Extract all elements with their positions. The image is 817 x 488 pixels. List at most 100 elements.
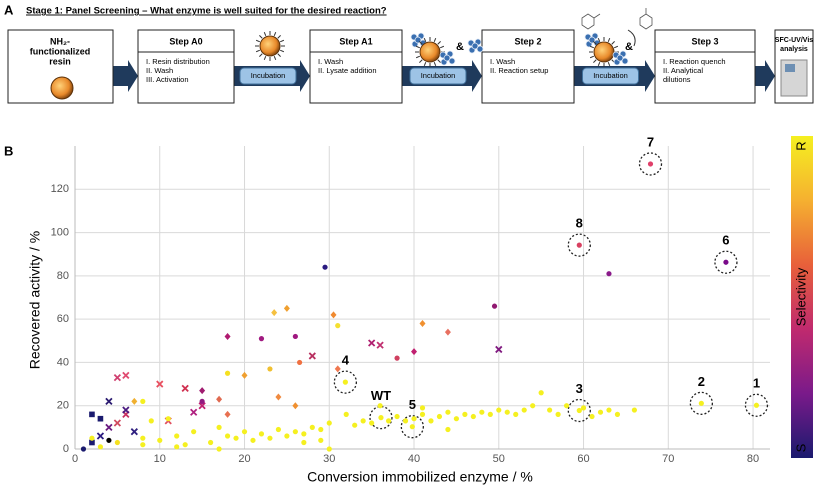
- point: [378, 415, 384, 421]
- point: [106, 437, 112, 443]
- point: [322, 264, 328, 270]
- resin-icon: [593, 41, 615, 63]
- ampersand: &: [456, 41, 464, 53]
- point: [411, 416, 417, 422]
- spike: [415, 45, 421, 49]
- point: [191, 429, 197, 435]
- point: [301, 439, 307, 446]
- spike: [273, 31, 277, 37]
- stage-title: Stage 1: Panel Screening – What enzyme i…: [26, 6, 387, 17]
- point: [335, 323, 341, 329]
- spike: [277, 35, 281, 39]
- colorbar: [791, 136, 813, 458]
- point: [208, 439, 214, 446]
- point: [576, 407, 582, 414]
- point: [250, 437, 256, 443]
- point: [297, 359, 303, 366]
- spike: [433, 37, 437, 43]
- point: [224, 370, 231, 376]
- step-box: [137, 29, 235, 104]
- point: [419, 319, 426, 327]
- point: [97, 415, 104, 422]
- colorbar-label: Selectivity: [793, 267, 808, 326]
- point: [394, 413, 400, 420]
- spike: [613, 45, 619, 49]
- point: [80, 446, 87, 452]
- colorbar-bottom: S: [793, 443, 808, 452]
- point: [156, 380, 164, 388]
- point: [292, 333, 298, 340]
- step-title: Step 2: [514, 36, 541, 46]
- point: [292, 402, 299, 410]
- point: [563, 403, 570, 409]
- point: [631, 407, 637, 413]
- point-label: 6: [722, 233, 729, 248]
- point: [165, 416, 171, 422]
- point: [326, 420, 332, 426]
- point: [504, 409, 510, 415]
- step-item: II. Reaction setup: [490, 66, 548, 75]
- point: [292, 429, 298, 435]
- point: [241, 429, 248, 435]
- point: [308, 352, 316, 360]
- point: [131, 397, 138, 405]
- point: [597, 409, 604, 415]
- x-tick-label: 50: [493, 453, 505, 465]
- y-tick-label: 40: [57, 356, 69, 368]
- step-item: I. Wash: [318, 57, 343, 66]
- point: [258, 431, 265, 437]
- spike: [433, 61, 437, 67]
- point-label: 2: [698, 374, 705, 389]
- spike: [597, 37, 601, 43]
- resin-icon: [419, 41, 441, 63]
- point: [122, 406, 130, 414]
- point: [436, 413, 443, 420]
- scatter-plot: 0 20 40 60 80 100 120 0 10 20 30 40 50 60 70 80 Conversi…: [27, 134, 813, 485]
- x-tick-label: 20: [238, 453, 250, 465]
- point: [140, 435, 146, 441]
- point: [190, 408, 198, 416]
- instrument-screen: [785, 64, 795, 72]
- point: [105, 397, 113, 406]
- spike: [593, 41, 597, 45]
- enzyme-icon: [616, 54, 624, 62]
- point: [411, 348, 418, 356]
- point: [698, 400, 704, 406]
- highlight-ring: [369, 405, 393, 430]
- panel-label: A: [4, 2, 14, 17]
- incubation-pill: [582, 67, 639, 85]
- point: [182, 442, 188, 448]
- x-tick-label: 0: [72, 453, 78, 465]
- enzyme-icon: [443, 54, 451, 62]
- spike: [589, 45, 595, 49]
- incubation-label: Incubation: [593, 71, 628, 80]
- x-tick-label: 30: [323, 453, 335, 465]
- x-tick-label: 70: [662, 453, 674, 465]
- point: [318, 437, 324, 443]
- point-label: 5: [409, 397, 416, 412]
- spike: [439, 45, 445, 49]
- point: [521, 407, 527, 413]
- point: [723, 259, 729, 265]
- point: [258, 336, 265, 342]
- point: [428, 418, 434, 424]
- spike: [279, 39, 285, 43]
- x-tick-label: 10: [154, 453, 166, 465]
- point: [301, 431, 307, 437]
- point: [470, 413, 476, 420]
- point: [419, 411, 426, 417]
- highlight-ring: [333, 370, 358, 394]
- spike: [437, 59, 441, 63]
- spike: [597, 61, 601, 67]
- x-tick-label: 80: [747, 453, 759, 465]
- point: [216, 424, 222, 430]
- incubation-label: Incubation: [251, 71, 286, 80]
- spike: [255, 49, 261, 53]
- point: [496, 407, 502, 413]
- point-label: 8: [576, 216, 583, 231]
- point-label: WT: [371, 388, 391, 403]
- point: [224, 410, 231, 418]
- y-tick-label: 120: [51, 183, 69, 195]
- point: [445, 426, 451, 433]
- point: [174, 433, 180, 439]
